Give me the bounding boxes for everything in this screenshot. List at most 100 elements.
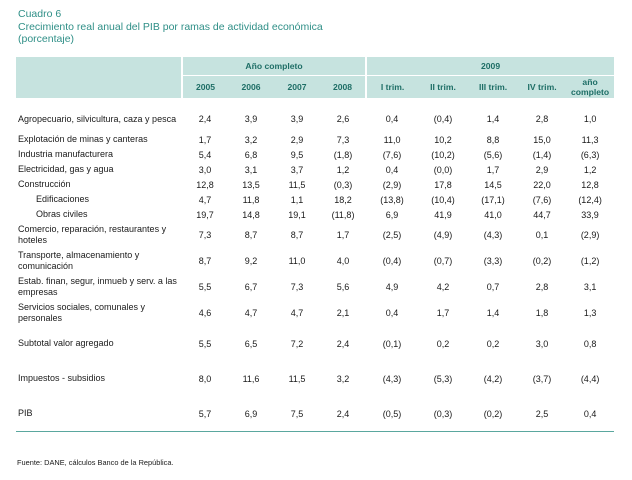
table-cell: (0,1)	[382, 338, 402, 349]
table-cell: 6,9	[385, 209, 399, 220]
column-header: año completo	[566, 75, 615, 98]
table-cell: 1,7	[486, 164, 500, 175]
source-note: Fuente: DANE, cálculos Banco de la Repúb…	[17, 458, 174, 467]
table-cell: 1,8	[535, 308, 549, 318]
table-cell: 4,9	[385, 282, 399, 292]
table-cell: 41,0	[484, 209, 502, 220]
table-cell: 41,9	[434, 209, 452, 220]
table-cell: 8,7	[198, 256, 212, 266]
row-label: Servicios sociales, comunales y personal…	[18, 302, 146, 323]
table-cell: (12,4)	[578, 194, 602, 205]
table-cell: 1,7	[436, 308, 450, 318]
table-cell: (7,6)	[532, 194, 552, 205]
table-cell: 0,8	[583, 338, 597, 349]
header-blank	[16, 57, 182, 76]
table-cell: 3,9	[244, 114, 258, 124]
table-row: Agropecuario, silvicultura, caza y pesca…	[16, 98, 614, 132]
table-cell: 13,5	[242, 179, 260, 190]
table-cell: (4,2)	[483, 373, 503, 384]
table-cell: (10,4)	[431, 194, 455, 205]
table-cell: 8,7	[290, 230, 304, 240]
table-cell: 7,2	[290, 338, 304, 349]
table-cell: 4,7	[244, 308, 258, 318]
table-cell: 17,8	[434, 179, 452, 190]
row-label: Construcción	[18, 179, 71, 189]
table-cell: 1,7	[336, 230, 350, 240]
table-title: Crecimiento real anual del PIB por ramas…	[18, 20, 323, 33]
row-label: Transporte, almacenamiento y comunicació…	[18, 250, 140, 271]
table-cell: 7,5	[274, 396, 320, 432]
gdp-growth-table: Año completo 2009 2005 2006 2007 2008 I …	[16, 57, 615, 432]
table-cell: 2,5	[518, 396, 567, 432]
table-cell: 0,2	[486, 338, 500, 349]
table-row: Industria manufacturera 5,4 6,8 9,5 (1,8) (7,…	[16, 147, 614, 162]
table-cell: 5,6	[336, 282, 350, 292]
table-cell: 6,5	[244, 338, 258, 349]
table-cell: (2,9)	[382, 179, 402, 190]
table-cell: 5,5	[198, 282, 212, 292]
table-cell: 2,9	[290, 134, 304, 145]
table-cell: 14,8	[242, 209, 260, 220]
table-cell: (0,0)	[433, 164, 453, 175]
table-cell: 2,6	[336, 114, 350, 124]
column-header: 2006	[228, 75, 274, 98]
table-body: Agropecuario, silvicultura, caza y pesca…	[16, 98, 615, 432]
table-cell: 2,4	[336, 338, 350, 349]
table-cell: 2,8	[535, 282, 549, 292]
table-cell: 0,7	[486, 282, 500, 292]
table-cell: 4,2	[436, 282, 450, 292]
table-cell: 3,7	[290, 164, 304, 175]
table-cell: 4,6	[198, 308, 212, 318]
table-cell: (5,6)	[483, 149, 503, 160]
table-row: Servicios sociales, comunales y personal…	[16, 300, 614, 326]
table-cell: 2,9	[535, 164, 549, 175]
table-cell: 11,5	[288, 373, 306, 384]
row-label: Impuestos - subsidios	[18, 373, 106, 383]
table-cell: (0,3)	[418, 396, 469, 432]
table-cell: 0,4	[385, 308, 399, 318]
table-cell: (13,8)	[380, 194, 404, 205]
column-header: I trim.	[365, 75, 419, 98]
table-cell: (0,2)	[532, 256, 552, 266]
table-row: Electricidad, gas y agua 3,0 3,1 3,7 1,2 0,4 (…	[16, 162, 614, 177]
table-cell: 5,7	[182, 396, 228, 432]
table-cell: 4,7	[290, 308, 304, 318]
table-cell: (3,7)	[532, 373, 552, 384]
table-cell: 12,8	[196, 179, 214, 190]
table-cell: (1,8)	[333, 149, 353, 160]
table-cell: 11,3	[581, 134, 599, 145]
row-label: Edificaciones	[36, 194, 90, 204]
table-row: PIB 5,7 6,9 7,5 2,4 (0,5) (0,3) (0,2) 2,5 0,4	[16, 396, 615, 432]
table-cell: (1,4)	[532, 149, 552, 160]
table-cell: 2,4	[198, 114, 212, 124]
table-cell: 3,2	[244, 134, 258, 145]
row-label: Industria manufacturera	[18, 149, 114, 159]
table-cell: 0,1	[535, 230, 549, 240]
row-label: Agropecuario, silvicultura, caza y pesca	[18, 113, 177, 124]
table-cell: 44,7	[533, 209, 551, 220]
table-cell: 11,0	[288, 256, 306, 266]
table-cell: 19,7	[196, 209, 214, 220]
table-cell: 3,0	[198, 164, 212, 175]
table-cell: 22,0	[533, 179, 551, 190]
table-cell: 18,2	[334, 194, 352, 205]
table-cell: 3,1	[583, 282, 597, 292]
table-row: Subtotal valor agregado 5,5 6,5 7,2 2,4 (0,1)…	[16, 326, 614, 361]
table-cell: 1,4	[486, 308, 500, 318]
table-cell: (0,4)	[433, 114, 453, 124]
table-row: Comercio, reparación, restaurantes y hot…	[16, 222, 614, 248]
table-cell: 8,8	[486, 134, 500, 145]
table-cell: (11,8)	[331, 209, 355, 220]
table-cell: 5,5	[198, 338, 212, 349]
table-row: Impuestos - subsidios 8,0 11,6 11,5 3,2 (4,3)…	[16, 361, 614, 396]
row-label: Subtotal valor agregado	[18, 338, 114, 348]
column-header: 2008	[320, 75, 367, 98]
table-cell: 3,9	[290, 114, 304, 124]
table-row: Explotación de minas y canteras 1,7 3,2 2,9…	[16, 132, 614, 147]
table-cell: (7,6)	[382, 149, 402, 160]
table-cell: 6,7	[244, 282, 258, 292]
row-label: Estab. finan, segur, inmueb y serv. a la…	[18, 276, 177, 297]
table-cell: 5,4	[198, 149, 212, 160]
table-cell: 2,4	[320, 396, 367, 432]
table-cell: (0,7)	[433, 256, 453, 266]
